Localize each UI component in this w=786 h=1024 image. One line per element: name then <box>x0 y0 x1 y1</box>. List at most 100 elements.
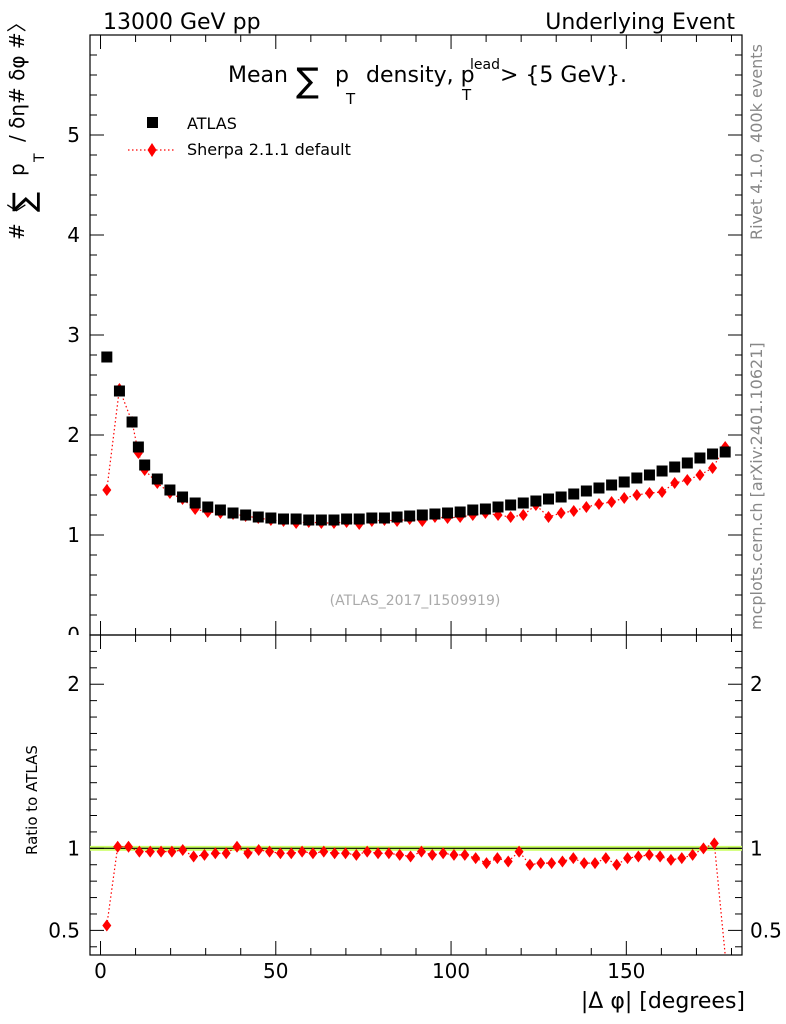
sherpa-ratio-point <box>449 848 459 861</box>
title-lead: lead <box>470 57 500 73</box>
sherpa-main-point <box>581 501 591 513</box>
sherpa-ratio-point <box>286 847 296 860</box>
legend-sherpa-label: Sherpa 2.1.1 default <box>187 140 351 159</box>
sherpa-ratio-point <box>688 848 698 861</box>
atlas-point <box>681 457 693 469</box>
atlas-point <box>479 503 491 515</box>
main-panel: 1 2 3 4 5 0 (ATLAS_2017_I1509919) Mean ∑ p T … <box>5 12 743 647</box>
sherpa-ratio-point <box>113 840 123 853</box>
atlas-point <box>404 510 416 522</box>
watermark: (ATLAS_2017_I1509919) <box>330 593 501 609</box>
atlas-point <box>265 512 277 524</box>
sherpa-ratio-point <box>210 847 220 860</box>
sherpa-main-point <box>695 469 705 481</box>
plot-title: Mean ∑ p T density, p lead T > {5 GeV}. <box>228 57 627 108</box>
ratio-sherpa-series <box>102 837 726 956</box>
sherpa-main-point <box>506 511 516 523</box>
sherpa-ratio-point <box>698 842 708 855</box>
atlas-point <box>694 452 706 464</box>
sherpa-main-point <box>708 462 718 474</box>
atlas-point <box>113 385 125 397</box>
sherpa-ratio-point <box>124 840 134 853</box>
sherpa-ratio-point <box>373 847 383 860</box>
sherpa-ratio-point <box>308 847 318 860</box>
sherpa-ratio-point <box>340 847 350 860</box>
sherpa-ratio-point <box>709 837 719 850</box>
sherpa-ratio-point <box>514 845 524 858</box>
ratio-ytick-label-right: 0.5 <box>750 918 782 942</box>
atlas-point <box>429 508 441 520</box>
sherpa-ratio-point <box>427 848 437 861</box>
title-sum: ∑ <box>296 61 319 101</box>
sherpa-ratio-point <box>666 853 676 866</box>
main-ytick-labels: 1 2 3 4 5 0 <box>67 123 80 647</box>
sherpa-main-point <box>644 487 654 499</box>
sherpa-ratio-point <box>590 857 600 870</box>
main-ytick-label: 2 <box>67 423 80 447</box>
ylabel-open: #〈 <box>5 203 29 240</box>
atlas-point <box>707 448 719 460</box>
atlas-point <box>606 479 618 491</box>
ylabel-p: p <box>5 163 29 176</box>
atlas-point <box>139 459 151 471</box>
atlas-point <box>126 416 138 428</box>
sherpa-ratio-point <box>601 852 611 865</box>
title-mean: Mean <box>228 63 288 88</box>
sherpa-ratio-point <box>557 855 567 868</box>
atlas-point <box>631 472 643 484</box>
atlas-point <box>530 495 542 507</box>
sherpa-main-point <box>544 511 554 523</box>
atlas-point <box>303 514 315 526</box>
atlas-point <box>568 488 580 500</box>
ratio-ytick-label-left: 0.5 <box>48 918 80 942</box>
atlas-point <box>315 514 327 526</box>
atlas-point <box>505 499 517 511</box>
sherpa-ratio-point <box>395 848 405 861</box>
sherpa-ratio-line <box>106 842 726 956</box>
sherpa-ratio-point <box>199 848 209 861</box>
atlas-point <box>416 509 428 521</box>
ratio-panel: 0.5 0.5 1 1 2 2 0 50 100 150 Ratio to ATLAS |Δ φ… <box>23 634 782 1014</box>
legend-sherpa-marker <box>147 143 157 157</box>
sherpa-ratio-point <box>492 852 502 865</box>
sherpa-ratio-point <box>536 857 546 870</box>
sherpa-ratio-point <box>221 847 231 860</box>
atlas-point <box>214 504 226 516</box>
header-right: Underlying Event <box>545 10 735 35</box>
x-axis-label: |Δ φ| [degrees] <box>581 989 745 1014</box>
legend: ATLAS Sherpa 2.1.1 default <box>128 114 351 159</box>
source-label: mcplots.cern.ch [arXiv:2401.10621] <box>747 342 766 630</box>
sherpa-ratio-point <box>525 858 535 871</box>
atlas-point <box>189 497 201 509</box>
sherpa-ratio-point <box>579 857 589 870</box>
sherpa-ratio-point <box>612 858 622 871</box>
atlas-point <box>164 484 176 496</box>
sherpa-ratio-point <box>145 845 155 858</box>
legend-atlas-marker <box>147 117 158 128</box>
atlas-point <box>202 501 214 513</box>
ratio-ytick-label-left: 2 <box>67 672 80 696</box>
ratio-ytick-label-left: 1 <box>67 836 80 860</box>
atlas-point <box>132 441 144 453</box>
title-T: T <box>345 90 356 108</box>
main-atlas-series <box>101 351 731 526</box>
atlas-point <box>227 507 239 519</box>
atlas-point <box>240 509 252 521</box>
sherpa-ratio-point <box>384 847 394 860</box>
xtick-labels: 0 50 100 150 <box>94 959 645 983</box>
sherpa-main-point <box>619 492 629 504</box>
sherpa-ratio-point <box>460 848 470 861</box>
atlas-point <box>378 512 390 524</box>
atlas-point <box>442 507 454 519</box>
sherpa-ratio-point <box>254 843 264 856</box>
sherpa-main-point <box>102 484 112 496</box>
xtick-label: 0 <box>94 959 107 983</box>
atlas-point <box>341 513 353 525</box>
atlas-point <box>366 512 378 524</box>
sherpa-main-point <box>569 505 579 517</box>
atlas-point <box>328 514 340 526</box>
legend-atlas-label: ATLAS <box>187 114 237 133</box>
sherpa-ratio-point <box>547 857 557 870</box>
main-ylabel: #〈 ∑ p T / δη# δφ #〉 <box>5 12 48 240</box>
sherpa-ratio-point <box>568 852 578 865</box>
